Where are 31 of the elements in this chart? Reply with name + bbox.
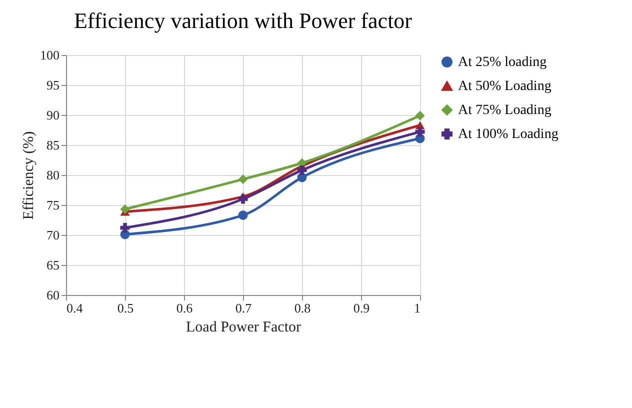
y-tick-label: 65 — [46, 258, 60, 272]
chart-title: Efficiency variation with Power factor — [74, 8, 413, 33]
x-tick-label: 0.6 — [176, 300, 194, 316]
x-tick-label: 0.4 — [66, 300, 84, 316]
y-tick-label: 70 — [46, 228, 60, 242]
point — [120, 223, 130, 233]
x-axis-title: Load Power Factor — [186, 320, 301, 336]
y-tick-label: 100 — [40, 48, 60, 62]
x-tick-label: 0.9 — [353, 300, 370, 316]
point — [120, 204, 130, 214]
y-axis-title: Efficiency (%) — [21, 131, 37, 220]
legend-label: At 50% Loading — [458, 79, 552, 94]
point — [238, 194, 248, 204]
legend-label: At 75% Loading — [458, 103, 552, 118]
x-tick-label: 0.5 — [117, 300, 134, 316]
point — [415, 127, 425, 137]
x-tick-label: 0.8 — [294, 300, 311, 316]
y-tick-label: 85 — [46, 138, 60, 152]
point — [297, 165, 307, 175]
y-tick-label: 80 — [46, 168, 60, 182]
point — [415, 110, 425, 120]
y-tick-label: 90 — [46, 108, 60, 122]
x-tick-label: 1 — [414, 300, 420, 316]
y-tick-label: 95 — [46, 78, 60, 92]
point — [238, 210, 248, 220]
legend-label: At 25% loading — [458, 55, 547, 70]
legend-label: At 100% Loading — [458, 127, 558, 142]
point — [238, 174, 248, 184]
y-tick-label: 60 — [46, 288, 60, 302]
x-tick-label: 0.7 — [235, 300, 252, 316]
y-tick-label: 75 — [46, 198, 60, 212]
